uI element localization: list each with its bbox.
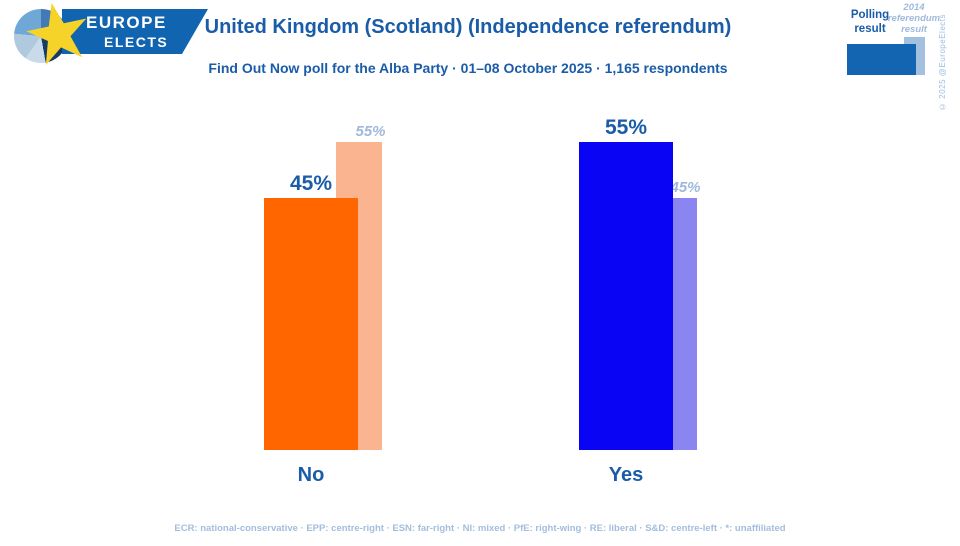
no-polling-bar: 45%: [264, 172, 358, 450]
no-polling-value-label: 45%: [289, 172, 333, 195]
no-2014-value-label: 55%: [355, 123, 386, 140]
chart-legend: Polling result 2014 referendum result: [845, 2, 941, 79]
category-label-no: No: [297, 464, 325, 486]
legend-referendum-label: 2014 referendum result: [887, 2, 941, 35]
page-title: United Kingdom (Scotland) (Independence …: [204, 16, 732, 38]
category-label-yes: Yes: [608, 464, 644, 486]
legend-polling-swatch: [847, 44, 916, 75]
legend-polling-label: Polling result: [850, 9, 890, 35]
logo-banner: EUROPE ELECTS: [62, 9, 208, 54]
europe-elects-logo: EUROPE ELECTS: [0, 0, 220, 70]
yes-2014-value-label: 45%: [670, 179, 701, 196]
yes-polling-bar: 55%: [579, 116, 673, 450]
footer-legend: ECR: national-conservative · EPP: centre…: [174, 523, 786, 534]
logo-text-elects: ELECTS: [104, 34, 169, 50]
star-icon: [26, 2, 87, 66]
logo-text-europe: EUROPE: [86, 13, 167, 32]
yes-polling-value-label: 55%: [604, 116, 648, 139]
poll-subtitle: Find Out Now poll for the Alba Party · 0…: [208, 60, 728, 76]
